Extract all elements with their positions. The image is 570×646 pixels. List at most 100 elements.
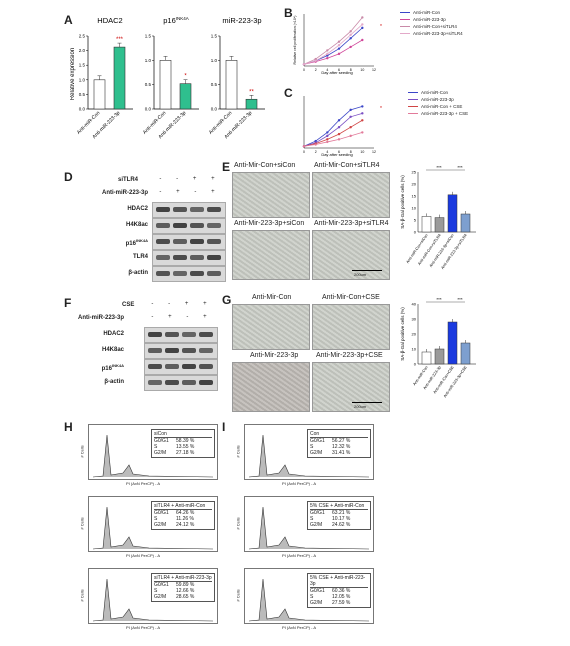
series-line (303, 39, 363, 65)
bar (421, 351, 432, 365)
bar (225, 60, 238, 110)
category-label: Anti-miR-223-3p+siTLR4 (441, 233, 468, 270)
phase-label: G2/M (154, 450, 167, 456)
y-tick-label: 0.5 (79, 92, 86, 97)
phase-label: G2/M (310, 522, 323, 528)
legend-item: Anti-miR-Con (408, 89, 528, 96)
treatment-mark: - (168, 301, 171, 307)
protein-band (148, 380, 162, 385)
flow-title: Con (310, 431, 368, 438)
phase-label: G2/M (154, 594, 167, 600)
series-line (303, 106, 363, 147)
phase-value: 28.65 % (176, 594, 195, 600)
data-point (326, 140, 329, 144)
phase-label: S (154, 588, 158, 594)
histogram-svg (92, 434, 214, 478)
legend-label: Anti-miR-Con (421, 90, 449, 95)
phase-label: G2/M (154, 522, 167, 528)
bar (179, 83, 192, 110)
y-tick-label: 0 (414, 230, 417, 235)
treatment-mark: + (203, 301, 207, 307)
y-tick-label: 0.0 (211, 107, 218, 112)
p16-chart: p16INK4A0.00.51.01.5Anti-miR-Con*Anti-mi… (142, 16, 199, 140)
data-point (361, 105, 364, 108)
x-tick-label: 4 (326, 150, 328, 154)
bar (245, 98, 258, 110)
x-tick-label: 2 (315, 68, 317, 72)
data-point (337, 132, 341, 136)
data-point (314, 59, 317, 62)
legend-swatch (408, 106, 418, 107)
band-label: HDAC2 (103, 331, 124, 337)
panel-i-flow: Con G0/G1 56.27 % S 12.32 % G2/M 31.41 % PI (Ax… (232, 424, 382, 639)
significance-mark: *** (436, 165, 442, 170)
flow-xlabel: PI (AxN PerCP) - A (282, 625, 317, 630)
phase-label: S (310, 444, 314, 450)
histogram-svg (92, 506, 214, 550)
legend-swatch (408, 113, 418, 114)
flow-title: siTLR4 + Anti-miR-223-3p (154, 575, 212, 582)
flow-xlabel: PI (AxN PerCP) - A (126, 553, 161, 558)
flow-histogram: siTLR4 + Anti-miR-Con G0/G1 64.26 % S 11.26 … (88, 496, 218, 552)
treatment-mark: + (203, 314, 207, 320)
protein-band (207, 255, 221, 260)
phase-row: S 12.05 % (310, 594, 368, 600)
data-point (302, 145, 306, 148)
e-label-3: Anti-Mir-223-3p+siCon (234, 220, 305, 227)
y-tick-label: 2.5 (79, 34, 86, 39)
phase-row: G0/G1 59.89 % (154, 582, 212, 588)
bar (434, 348, 445, 365)
protein-band (148, 364, 162, 369)
micrograph (312, 172, 390, 218)
series-line (303, 112, 363, 147)
significance-mark: *** (457, 297, 463, 302)
phase-value: 31.41 % (332, 450, 351, 456)
panel-e-bar: SA-β-Gal positive cells (%) 0 5 10 15 20 25 Ant… (400, 165, 476, 270)
x-tick-label: 12 (372, 68, 376, 72)
data-point (361, 131, 364, 134)
g-label-4: Anti-Mir-223-3p+CSE (316, 352, 383, 359)
histogram-curve (92, 434, 214, 478)
histogram-svg (248, 434, 370, 478)
protein-band (165, 380, 179, 385)
blot-strip (152, 202, 226, 218)
x-tick-label: 10 (360, 150, 364, 154)
micrograph (232, 362, 310, 412)
data-point (337, 119, 341, 122)
data-point (337, 138, 341, 141)
micrograph (312, 362, 390, 412)
g-label-3: Anti-Mir-223-3p (250, 352, 299, 359)
phase-value: 12.66 % (176, 588, 195, 594)
significance-mark: *** (116, 37, 124, 43)
legend-item: Anti-miR-223-3p (400, 16, 520, 23)
data-point (349, 134, 352, 138)
flow-title: 5% CSE + Anti-miR-Con (310, 503, 368, 510)
y-tick-label: 1.0 (145, 58, 152, 63)
data-point (337, 52, 341, 56)
panel-label-h: H (64, 420, 73, 434)
bar (460, 213, 471, 233)
significance-mark: ** (249, 89, 254, 95)
histogram-svg (248, 506, 370, 550)
legend-label: Anti-miR-223-3p + CSE (421, 111, 469, 116)
phase-value: 24.62 % (332, 522, 351, 528)
panel-g-images: Anti-Mir-Con Anti-Mir-Con+CSE Anti-Mir-2… (232, 294, 390, 412)
phase-value: 27.59 % (332, 600, 351, 606)
data-point (361, 112, 364, 115)
bar (159, 60, 172, 110)
phase-label: G0/G1 (310, 510, 325, 516)
data-point (361, 38, 364, 42)
band-label: H4K8ac (125, 222, 148, 228)
f-row2-label: Anti-miR-223-3p (78, 315, 125, 321)
phase-table: siTLR4 + Anti-miR-223-3p G0/G1 59.89 % S 12.… (151, 573, 215, 602)
hdac2-chart: HDAC20.00.51.01.52.02.5Anti-miR-Con***An… (76, 16, 133, 140)
band-label: p16INK4A (125, 238, 148, 247)
histogram-curve (248, 434, 370, 478)
y-tick-label: 15 (412, 194, 417, 199)
protein-band (156, 207, 170, 212)
panel-g-bar: SA-β-Gal positive cells (%) 0 10 20 30 40 Anti… (400, 297, 476, 398)
phase-label: S (310, 516, 314, 522)
y-tick-label: 1.5 (145, 34, 152, 39)
band-label: β-actin (128, 270, 148, 276)
flow-histogram: 5% CSE + Anti-miR-Con G0/G1 63.21 % S 10.17 … (244, 496, 374, 552)
